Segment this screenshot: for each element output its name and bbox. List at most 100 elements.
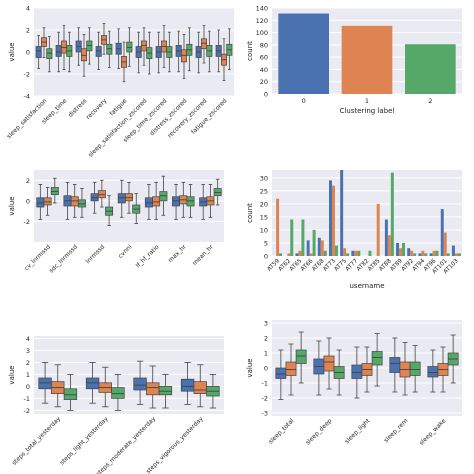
y-tick-label: 20 xyxy=(260,200,268,208)
bar xyxy=(443,232,447,256)
y-tick-label: 0 xyxy=(264,91,268,99)
box-body xyxy=(111,387,125,399)
y-tick-label: -1 xyxy=(24,395,30,403)
bar xyxy=(323,250,327,256)
bar xyxy=(279,253,283,256)
x-tick-label: mean_hr xyxy=(191,243,215,267)
bar xyxy=(410,250,414,256)
bar xyxy=(413,253,417,256)
bar xyxy=(384,219,388,256)
bar xyxy=(368,250,372,256)
y-tick-label: 15 xyxy=(260,213,268,221)
box-body xyxy=(77,199,86,208)
bar xyxy=(446,253,450,256)
y-tick-label: 0 xyxy=(264,253,268,261)
box-body xyxy=(80,48,88,62)
bar xyxy=(343,248,347,256)
bar xyxy=(390,172,394,256)
box-body xyxy=(200,38,208,50)
y-tick-label: 25 xyxy=(260,187,268,195)
x-tick-label: sleep_total xyxy=(267,417,295,445)
box-body xyxy=(351,364,363,379)
box-body xyxy=(36,197,45,208)
box-body xyxy=(389,357,401,373)
y-tick-label: 1 xyxy=(26,371,30,379)
box-body xyxy=(38,377,52,390)
x-tick-label: sdc_lnrmssd xyxy=(48,243,79,274)
y-axis-label: value xyxy=(8,196,16,215)
box-body xyxy=(63,388,78,400)
box-body xyxy=(106,43,113,55)
x-tick-label: steps_vigorous_yesterday xyxy=(145,415,205,474)
bar xyxy=(429,253,433,256)
x-tick-label: 0 xyxy=(302,97,306,105)
box-body xyxy=(323,355,335,372)
y-axis-label: value xyxy=(8,365,16,384)
bar xyxy=(357,250,361,256)
box-body xyxy=(180,378,195,392)
bar xyxy=(396,242,400,256)
bar xyxy=(387,235,391,256)
bar xyxy=(341,25,393,94)
box-body xyxy=(275,367,287,379)
box-body xyxy=(152,196,161,207)
bar xyxy=(334,245,338,256)
y-axis-label: count xyxy=(246,203,254,223)
bar xyxy=(306,240,310,256)
y-tick-label: 10 xyxy=(260,226,268,234)
y-tick-label: 0 xyxy=(26,49,30,57)
y-tick-label: -1 xyxy=(262,380,268,388)
bar xyxy=(320,240,324,256)
box-body xyxy=(186,196,195,207)
bar xyxy=(399,248,403,256)
y-tick-label: -2 xyxy=(24,407,30,415)
y-axis-label: value xyxy=(8,42,16,61)
y-tick-label: -2 xyxy=(262,395,268,403)
y-tick-label: 1 xyxy=(264,350,268,358)
bar xyxy=(351,250,355,256)
bar xyxy=(451,245,455,256)
bar xyxy=(340,170,344,256)
y-tick-label: 40 xyxy=(260,66,268,74)
chart-panel-0: 420-2-4valuesleep_satisfactionsleep_time… xyxy=(6,5,234,159)
y-tick-label: 4 xyxy=(26,335,30,343)
bar xyxy=(278,13,329,94)
y-tick-label: 3 xyxy=(264,320,268,328)
y-tick-label: 20 xyxy=(260,78,268,86)
x-tick-label: max_hr xyxy=(167,243,188,264)
bar xyxy=(317,237,321,256)
box-body xyxy=(117,193,126,204)
bar xyxy=(440,209,444,256)
box-body xyxy=(371,351,383,366)
box-body xyxy=(86,40,93,52)
x-tick-label: recovery xyxy=(85,97,109,121)
box-body xyxy=(50,187,59,196)
y-tick-label: 3 xyxy=(26,347,30,355)
chart-panel-3: 302520151050countAT59AT62AT65AT66AT68AT7… xyxy=(246,170,462,290)
x-tick-label: steps_light_yesterday xyxy=(59,415,110,466)
bar xyxy=(407,248,411,256)
bar xyxy=(405,44,456,94)
chart-panel-4: 43210-1-2valuesteps_total_yesterdaysteps… xyxy=(8,335,224,474)
box-body xyxy=(144,197,153,208)
y-tick-label: 0 xyxy=(264,365,268,373)
chart-panel-5: 3 2 1 0 -1 -2 -3 value sleep_total sleep_deep slee… xyxy=(246,320,462,447)
box-body xyxy=(180,49,188,63)
x-tick-label: cv_lnrmssd xyxy=(23,243,52,272)
box-body xyxy=(146,382,160,396)
y-tick-label: -2 xyxy=(24,71,30,79)
box-body xyxy=(90,193,99,202)
y-tick-label: 2 xyxy=(26,27,30,35)
bar xyxy=(346,253,350,256)
box-body xyxy=(159,191,168,202)
x-tick-label: lnrmssd xyxy=(85,243,107,265)
y-axis-label: count xyxy=(246,41,254,61)
box-body xyxy=(213,188,222,197)
box-body xyxy=(95,46,102,57)
y-tick-label: 5 xyxy=(264,239,268,247)
x-tick-label: 2 xyxy=(428,97,432,105)
y-tick-label: 100 xyxy=(256,29,268,37)
y-tick-label: 0 xyxy=(26,383,30,391)
x-tick-label: 1 xyxy=(365,97,369,105)
y-tick-label: 2 xyxy=(264,335,268,343)
